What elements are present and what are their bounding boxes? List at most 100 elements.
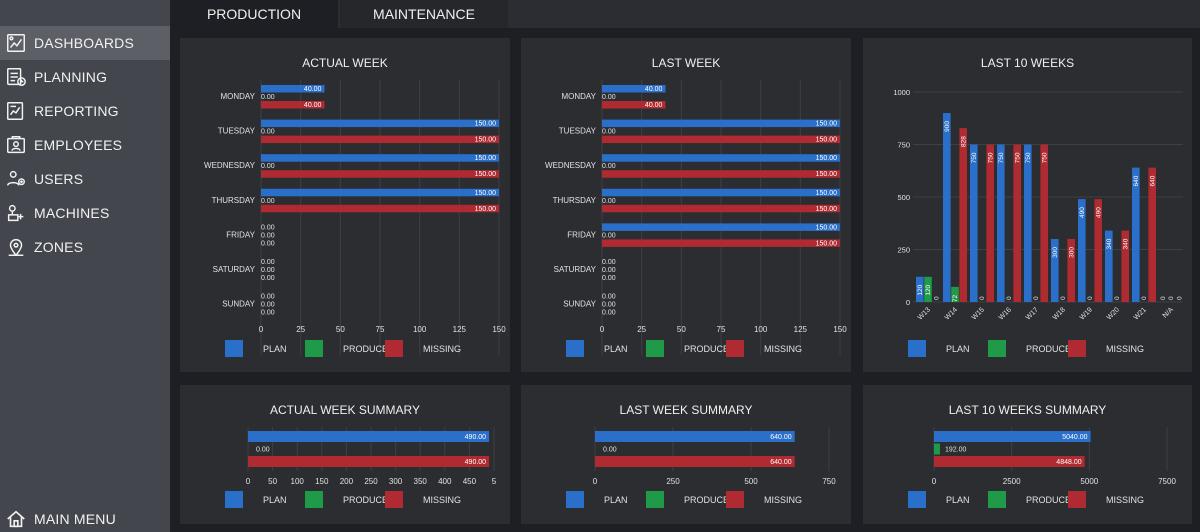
x-tick-label: 100 [291,477,305,486]
sidebar-item-label: DASHBOARDS [34,35,135,51]
legend-swatch-produced [305,340,323,357]
bar-value-label: 150.00 [475,206,497,213]
main-menu-label: MAIN MENU [34,511,116,527]
bar-value-label: 150.00 [475,137,497,144]
sidebar-item-employees[interactable]: EMPLOYEES [0,128,170,162]
bar-value-label: 150.00 [475,171,497,178]
bar-plan [595,431,795,442]
y-tick-label: 500 [897,193,910,202]
legend-swatch-missing [726,340,744,357]
x-tick-label: 0 [259,325,264,334]
bar-value-label: 750 [998,152,1005,163]
bar-value-label: 120 [925,284,932,295]
bar-plan [970,144,978,302]
bar-missing [261,101,325,109]
sidebar-item-machines[interactable]: MACHINES [0,196,170,230]
actual-week-panel: ACTUAL WEEK 0 25 50 75 100 125 150 MONDAY 40.00 0… [180,38,510,372]
chart-title: LAST 10 WEEKS [980,56,1075,70]
legend-swatch-produced [988,491,1006,508]
bar-missing [602,135,840,144]
x-tick-label: 200 [340,477,354,486]
x-tick-label: 250 [666,477,680,486]
legend-swatch-missing [1068,491,1086,508]
y-tick-label: 250 [897,246,910,255]
bar-missing [1094,199,1102,302]
bar-value-label: 0 [1033,296,1040,300]
actual-week-chart: 0 25 50 75 100 125 150 MONDAY 40.00 0.00 40.00 TUES… [204,80,506,357]
bar-value-label: 72 [952,294,959,302]
bar-missing [1013,144,1021,302]
bar-produced [924,276,932,302]
bar-value-label: 150.00 [816,121,838,128]
legend-label-produced: PRODUCED [684,495,736,505]
bar-plan [602,154,840,162]
bar-plan [943,113,951,302]
sidebar: DASHBOARDS PLANNING REPORTING EMPLOYEES … [0,0,170,532]
bar-value-label: 0.00 [261,275,275,282]
sidebar-item-zones[interactable]: ZONES [0,230,170,264]
bar-plan [997,144,1005,302]
x-category-label: W13 [917,306,932,321]
tab-maintenance[interactable]: MAINTENANCE [340,0,508,28]
x-tick-label: 50 [677,325,686,334]
bar-value-label: 0.00 [261,240,275,247]
bar-missing [595,456,795,467]
bar-plan [261,85,325,93]
bar-value-label: 150.00 [816,240,838,247]
bar-value-label: 192.00 [945,447,967,454]
legend-swatch-plan [225,340,243,357]
bar-value-label: 750 [1025,152,1032,163]
bar-value-label: 40.00 [304,102,322,109]
bar-value-label: 0.00 [602,163,616,170]
bar-plan [602,188,840,197]
bar-plan [248,431,490,442]
legend-swatch-produced [646,340,664,357]
category-label: SUNDAY [222,300,255,309]
bar-value-label: 40.00 [304,86,322,93]
bar-value-label: 0 [1141,296,1148,300]
sidebar-item-users[interactable]: USERS [0,162,170,196]
x-category-label: W18 [1052,306,1067,321]
bar-value-label: 0.00 [602,198,616,205]
bar-missing [959,128,967,302]
sidebar-item-label: REPORTING [34,103,119,119]
machines-icon [4,201,28,225]
actual-week-summary-chart: 0 50 100 150 200 250 300 350 400 450 5 490.00 0.00 49… [225,427,497,508]
sidebar-item-reporting[interactable]: REPORTING [0,94,170,128]
x-tick-label: 2500 [1003,477,1021,486]
legend-label-missing: MISSING [423,344,461,354]
category-label: THURSDAY [553,196,597,205]
bar-missing [1148,167,1156,302]
x-category-label: W20 [1106,306,1121,321]
chart-title: LAST 10 WEEKS SUMMARY [948,403,1107,417]
sidebar-item-dashboards[interactable]: DASHBOARDS [0,26,170,60]
x-tick-label: 100 [413,325,427,334]
sidebar-item-planning[interactable]: PLANNING [0,60,170,94]
last-10-weeks-summary-panel: LAST 10 WEEKS SUMMARY 0 2500 5000 7500 5040.… [863,385,1192,524]
sidebar-item-label: EMPLOYEES [34,137,123,153]
x-tick-label: 5 [492,477,497,486]
x-tick-label: 50 [268,477,277,486]
bar-value-label: 0.00 [261,232,275,239]
bar-value-label: 0.00 [261,294,275,301]
bar-missing [934,456,1085,467]
bar-missing [261,135,499,144]
bar-value-label: 0.00 [602,259,616,266]
legend-label-plan: PLAN [263,344,287,354]
bar-plan [602,119,840,128]
legend-swatch-produced [646,491,664,508]
planning-icon [4,65,28,89]
main-menu-button[interactable]: MAIN MENU [0,502,170,532]
legend-label-missing: MISSING [764,495,802,505]
bar-value-label: 0 [1087,296,1094,300]
x-tick-label: 500 [744,477,758,486]
bar-value-label: 640.00 [770,459,792,466]
bar-plan [261,119,499,128]
legend-swatch-plan [566,340,584,357]
reporting-icon [4,99,28,123]
tab-bar: PRODUCTION MAINTENANCE [170,0,1200,28]
bar-value-label: 300 [1052,247,1059,258]
tab-production[interactable]: PRODUCTION [170,0,338,28]
x-tick-label: 25 [296,325,305,334]
legend-label-plan: PLAN [604,495,628,505]
